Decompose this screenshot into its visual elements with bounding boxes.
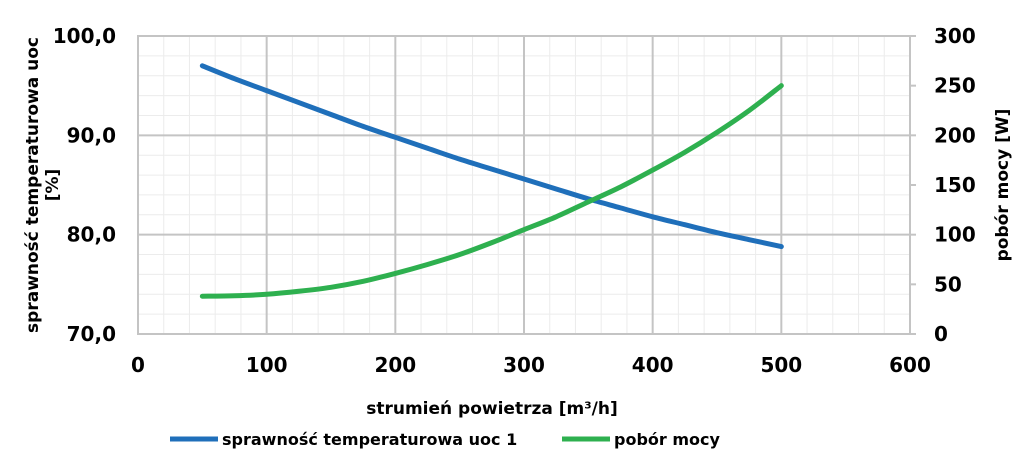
- legend: sprawność temperaturowa uoc 1 pobór mocy: [170, 430, 721, 449]
- legend-label-series-2: pobór mocy: [614, 430, 721, 449]
- x-tick-label: 400: [632, 353, 674, 377]
- y-right-tick-label: 150: [934, 173, 976, 197]
- series-line-1: [199, 63, 784, 250]
- series-line-2: [199, 83, 784, 299]
- y-right-tick-label: 200: [934, 123, 976, 147]
- y-right-tick-label: 300: [934, 24, 976, 48]
- tick-labels: 0 100 200 300 400 500 600 70,0 80,0 90,0 100,0 0 50 1…: [53, 24, 976, 377]
- legend-label-series-1: sprawność temperaturowa uoc 1: [222, 430, 517, 449]
- x-tick-label: 600: [889, 353, 931, 377]
- y-left-tick-label: 100,0: [53, 24, 116, 48]
- series-layer: [199, 63, 784, 299]
- y-left-tick-label: 90,0: [67, 123, 116, 147]
- y-right-axis-title: pobór mocy [W]: [993, 109, 1013, 262]
- plot-frame: [137, 35, 911, 335]
- x-tick-label: 100: [246, 353, 288, 377]
- y-right-tick-label: 250: [934, 74, 976, 98]
- x-tick-label: 0: [131, 353, 145, 377]
- axes: [137, 35, 916, 335]
- y-right-tick-label: 50: [934, 272, 962, 296]
- y-right-tick-label: 0: [934, 322, 948, 346]
- x-tick-label: 200: [374, 353, 416, 377]
- y-left-tick-label: 70,0: [67, 322, 116, 346]
- y-left-axis-title-line-2: [%]: [43, 169, 63, 202]
- x-tick-label: 300: [503, 353, 545, 377]
- y-left-tick-label: 80,0: [67, 223, 116, 247]
- x-axis-title: strumień powietrza [m³/h]: [366, 399, 618, 419]
- y-right-tick-label: 100: [934, 223, 976, 247]
- y-left-axis-title-line-1: sprawność temperaturowa uoc: [23, 37, 43, 333]
- y-left-axis-title: sprawność temperaturowa uoc [%]: [23, 37, 63, 333]
- major-gridlines: [137, 35, 911, 335]
- x-tick-label: 500: [760, 353, 802, 377]
